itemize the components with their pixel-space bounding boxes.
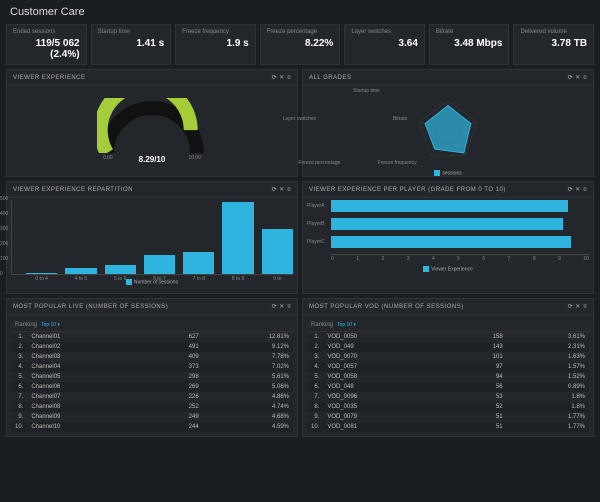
panel-actions[interactable]: ⟳ ✕ ≡ [272,303,291,310]
bar: 0 to 4 [26,273,57,275]
radar-axis-label: Bitrate [393,116,407,122]
bar: 6 to 7 [144,255,175,275]
kpi-card: Ended sessions 119/5 062 (2.4%) [6,24,87,65]
table-row[interactable]: 9.VOD_0079511.77% [307,412,589,422]
kpi-label: Freeze percentage [267,29,334,35]
radar-chart [398,91,498,171]
panel-title: ALL GRADES [309,75,351,81]
table-row[interactable]: 6.VOD_048560.89% [307,382,589,392]
kpi-value: 119/5 062 (2.4%) [13,38,80,60]
kpi-card: Delivered volume 3.78 TB [513,24,594,65]
hbar-row: PlayerC [331,236,589,248]
kpi-label: Layer switches [351,29,418,35]
kpi-label: Delivered volume [520,29,587,35]
panel-title: VIEWER EXPERIENCE PER PLAYER (GRADE FROM… [309,187,506,193]
panel-title: VIEWER EXPERIENCE [13,75,86,81]
table-row[interactable]: 4.Channel043737.02% [11,362,293,372]
table-row[interactable]: 9.Channel092494.68% [11,412,293,422]
panel-repartition: VIEWER EXPERIENCE REPARTITION⟳ ✕ ≡ 01002… [6,181,298,294]
radar-axis-label: Startup time [353,88,380,94]
kpi-label: Ended sessions [13,29,80,35]
hbar-chart: PlayerA PlayerB PlayerC [307,200,589,248]
panel-popular-vod: MOST POPULAR VOD (NUMBER OF SESSIONS) ⟳ ✕… [302,298,594,437]
table-row[interactable]: 8.VOD_0035521.8% [307,402,589,412]
panel-actions[interactable]: ⟳ ✕ ≡ [568,186,587,193]
bar: 8 to 9 [222,202,253,274]
radar-axis-label: Freeze frequency [378,160,417,166]
radar-axis-label: Freeze percentage [298,160,340,166]
table-row[interactable]: 2.Channel024919.12% [11,342,293,352]
panel-all-grades: ALL GRADES ⟳ ✕ ≡ Startup time Bitrate Freez… [302,69,594,177]
table-popular-vod: RankingTop 10 ▾1.VOD_00501583.61%2.VOD_0… [307,319,589,432]
panel-title: MOST POPULAR LIVE (NUMBER OF SESSIONS) [13,304,168,310]
table-row[interactable]: 7.Channel072264.86% [11,392,293,402]
kpi-value: 3.78 TB [520,38,587,49]
kpi-card: Freeze percentage 8.22% [260,24,341,65]
panel-per-player: VIEWER EXPERIENCE PER PLAYER (GRADE FROM… [302,181,594,294]
kpi-card: Bitrate 3.48 Mbps [429,24,510,65]
panel-title: MOST POPULAR VOD (NUMBER OF SESSIONS) [309,304,464,310]
bar: 9 to [262,229,293,274]
panel-title: VIEWER EXPERIENCE REPARTITION [13,187,133,193]
table-row[interactable]: 7.VOD_0096531.8% [307,392,589,402]
panel-viewer-experience: VIEWER EXPERIENCE ⟳ ✕ ≡ 0.00 10.00 8.29/1… [6,69,298,177]
kpi-label: Startup time [98,29,165,35]
hbar-row: PlayerB [331,218,589,230]
kpi-card: Startup time 1.41 s [91,24,172,65]
kpi-value: 8.22% [267,38,334,49]
kpi-value: 3.64 [351,38,418,49]
kpi-row: Ended sessions 119/5 062 (2.4%) Startup ti… [0,24,600,69]
panel-actions[interactable]: ⟳ ✕ ≡ [568,303,587,310]
bar-chart: 01002003004005000 to 44 to 55 to 66 to 7… [11,200,293,275]
bar: 5 to 6 [105,265,136,274]
kpi-label: Freeze frequency [182,29,249,35]
table-row[interactable]: 4.VOD_0057971.57% [307,362,589,372]
page-title: Customer Care [0,0,600,24]
bar: 7 to 8 [183,252,214,275]
table-row[interactable]: 1.Channel0162712.81% [11,332,293,343]
gauge-value: 8.29/10 [139,155,166,164]
gauge-chart: 0.00 10.00 [97,98,207,153]
panel-actions[interactable]: ⟳ ✕ ≡ [272,186,291,193]
panel-popular-live: MOST POPULAR LIVE (NUMBER OF SESSIONS) ⟳ … [6,298,298,437]
kpi-value: 1.9 s [182,38,249,49]
table-row[interactable]: 5.VOD_0058941.52% [307,372,589,382]
panel-actions[interactable]: ⟳ ✕ ≡ [568,74,587,81]
radar-axis-label: Layer switches [283,116,316,122]
kpi-value: 3.48 Mbps [436,38,503,49]
table-row[interactable]: 8.Channel082524.74% [11,402,293,412]
table-row[interactable]: 10.VOD_0081511.77% [307,422,589,432]
kpi-card: Freeze frequency 1.9 s [175,24,256,65]
kpi-card: Layer switches 3.64 [344,24,425,65]
kpi-label: Bitrate [436,29,503,35]
table-row[interactable]: 10.Channel102444.59% [11,422,293,432]
bar: 4 to 5 [65,268,96,274]
table-row[interactable]: 2.VOD_0491432.31% [307,342,589,352]
table-row[interactable]: 6.Channel062695.06% [11,382,293,392]
panel-actions[interactable]: ⟳ ✕ ≡ [272,74,291,81]
hbar-row: PlayerA [331,200,589,212]
table-row[interactable]: 3.Channel034097.78% [11,352,293,362]
table-popular-live: RankingTop 10 ▾1.Channel0162712.81%2.Cha… [11,319,293,432]
table-row[interactable]: 1.VOD_00501583.61% [307,332,589,343]
table-row[interactable]: 5.Channel052985.61% [11,372,293,382]
kpi-value: 1.41 s [98,38,165,49]
table-row[interactable]: 3.VOD_00701011.63% [307,352,589,362]
